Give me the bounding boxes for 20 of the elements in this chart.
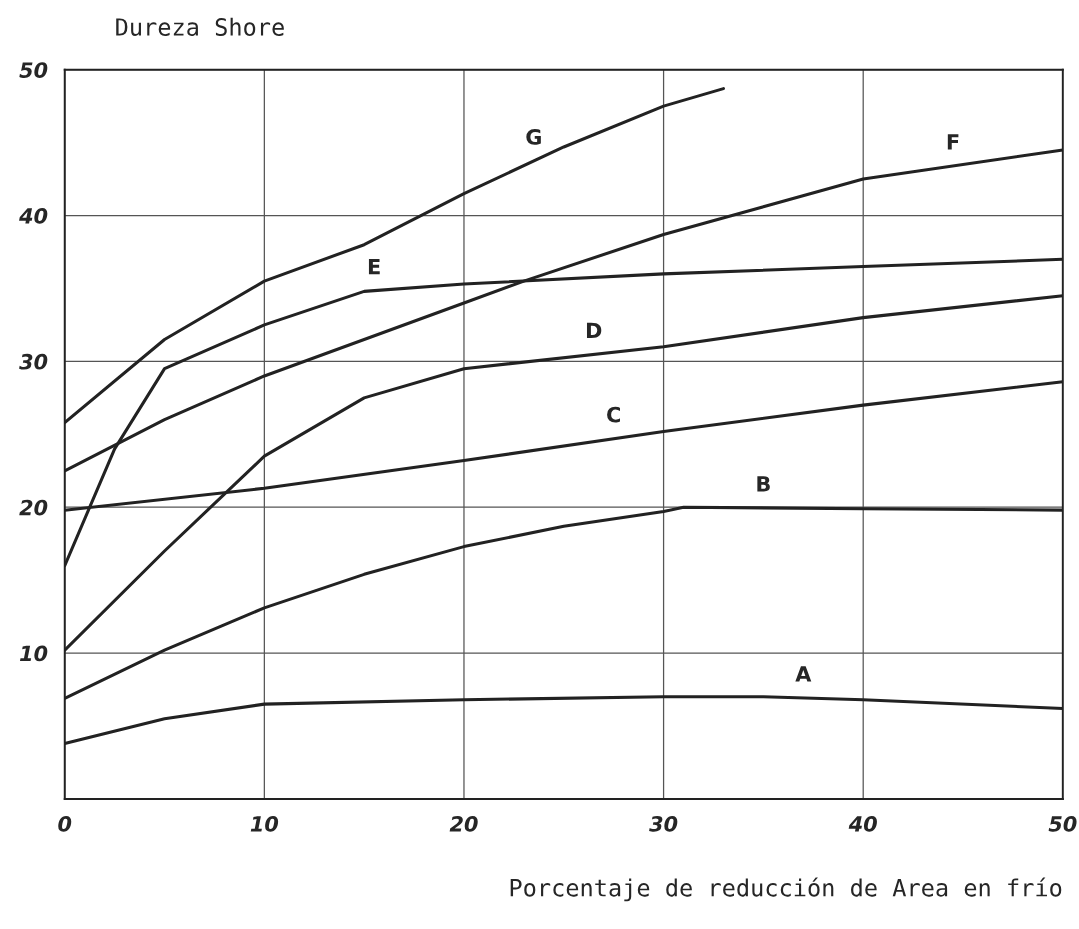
x-tick-label: 50 <box>1048 815 1077 832</box>
x-tick-label: 0 <box>58 815 72 832</box>
y-axis-title: Dureza Shore <box>116 17 284 36</box>
series-label: G <box>526 129 541 145</box>
series-label: F <box>947 134 959 150</box>
y-tick-label: 50 <box>19 62 48 78</box>
y-tick-label: 30 <box>19 353 48 370</box>
y-tick-label: 40 <box>19 207 48 224</box>
series-label: C <box>607 406 620 423</box>
x-tick-label: 10 <box>250 815 279 832</box>
series-label: B <box>757 476 770 492</box>
y-tick-label: 20 <box>19 499 48 516</box>
series-label: A <box>795 666 812 682</box>
x-tick-label: 40 <box>848 815 877 832</box>
series-label: D <box>586 322 602 338</box>
y-tick-label: 10 <box>19 645 48 662</box>
x-tick-label: 30 <box>649 815 678 832</box>
series-label: E <box>368 258 380 275</box>
x-axis-title: Porcentaje de reducción de Area en frío <box>510 877 1062 902</box>
x-tick-label: 20 <box>449 815 478 832</box>
